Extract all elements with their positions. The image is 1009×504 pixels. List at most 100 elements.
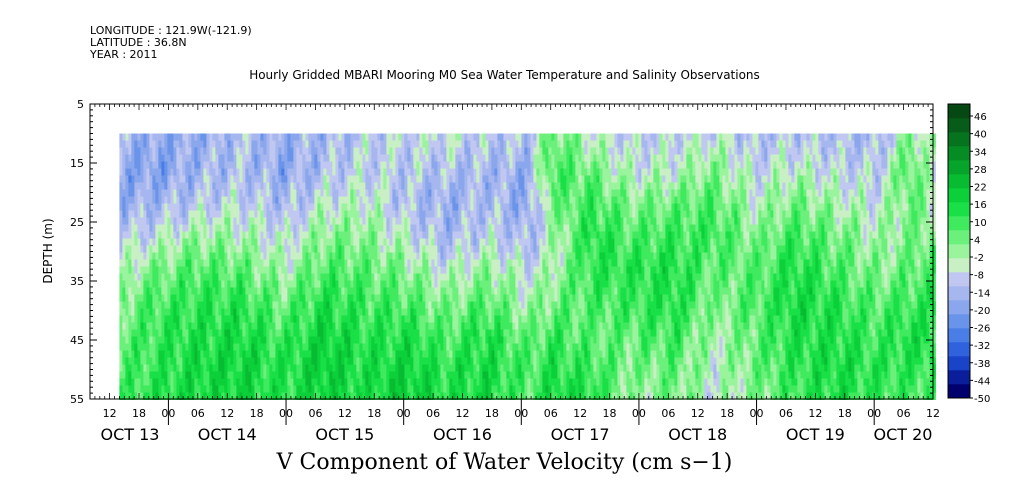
heatmap-cell	[290, 301, 294, 309]
heatmap-cell	[302, 371, 306, 379]
heatmap-cell	[458, 217, 462, 225]
heatmap-cell	[458, 350, 462, 358]
heatmap-cell	[425, 385, 429, 393]
heatmap-cell	[125, 301, 129, 309]
heatmap-cell	[353, 350, 357, 358]
heatmap-cell	[338, 322, 342, 330]
heatmap-cell	[179, 280, 183, 288]
heatmap-cell	[461, 168, 465, 176]
heatmap-cell	[218, 245, 222, 253]
heatmap-cell	[305, 238, 309, 246]
heatmap-cell	[254, 287, 258, 295]
heatmap-cell	[452, 301, 456, 309]
heatmap-cell	[209, 280, 213, 288]
heatmap-cell	[257, 315, 261, 323]
heatmap-cell	[452, 203, 456, 211]
heatmap-cell	[476, 371, 480, 379]
heatmap-cell	[311, 147, 315, 155]
heatmap-cell	[329, 238, 333, 246]
heatmap-cell	[122, 175, 126, 183]
heatmap-cell	[185, 168, 189, 176]
heatmap-cell	[236, 154, 240, 162]
heatmap-cell	[374, 385, 378, 393]
heatmap-cell	[419, 154, 423, 162]
heatmap-cell	[200, 203, 204, 211]
heatmap-cell	[485, 343, 489, 351]
heatmap-cell	[356, 189, 360, 197]
heatmap-cell	[506, 252, 510, 260]
heatmap-cell	[185, 259, 189, 267]
heatmap-cell	[194, 245, 198, 253]
heatmap-cell	[182, 224, 186, 232]
heatmap-cell	[218, 280, 222, 288]
heatmap-cell	[155, 196, 159, 204]
heatmap-cell	[401, 378, 405, 386]
heatmap-cell	[395, 315, 399, 323]
heatmap-cell	[398, 343, 402, 351]
heatmap-cell	[359, 315, 363, 323]
heatmap-cell	[503, 189, 507, 197]
heatmap-cell	[374, 252, 378, 260]
heatmap-cell	[191, 350, 195, 358]
heatmap-cell	[365, 364, 369, 372]
heatmap-cell	[293, 252, 297, 260]
heatmap-cell	[209, 315, 213, 323]
heatmap-cell	[431, 161, 435, 169]
heatmap-cell	[503, 203, 507, 211]
heatmap-cell	[215, 343, 219, 351]
heatmap-cell	[494, 350, 498, 358]
heatmap-cell	[140, 308, 144, 316]
heatmap-cell	[413, 238, 417, 246]
heatmap-cell	[188, 392, 192, 400]
heatmap-cell	[290, 147, 294, 155]
heatmap-cell	[320, 168, 324, 176]
heatmap-cell	[401, 168, 405, 176]
heatmap-cell	[209, 392, 213, 400]
heatmap-cell	[155, 140, 159, 148]
heatmap-cell	[383, 329, 387, 337]
heatmap-cell	[146, 154, 150, 162]
heatmap-cell	[149, 392, 153, 400]
heatmap-cell	[212, 280, 216, 288]
heatmap-cell	[377, 336, 381, 344]
heatmap-cell	[257, 364, 261, 372]
heatmap-cell	[167, 168, 171, 176]
heatmap-cell	[308, 266, 312, 274]
heatmap-cell	[359, 252, 363, 260]
heatmap-cell	[209, 329, 213, 337]
heatmap-cell	[131, 252, 135, 260]
heatmap-cell	[404, 189, 408, 197]
heatmap-cell	[494, 266, 498, 274]
heatmap-cell	[497, 189, 501, 197]
heatmap-cell	[209, 231, 213, 239]
heatmap-cell	[419, 224, 423, 232]
heatmap-cell	[299, 343, 303, 351]
heatmap-cell	[368, 154, 372, 162]
heatmap-cell	[443, 336, 447, 344]
heatmap-cell	[335, 343, 339, 351]
heatmap-cell	[308, 364, 312, 372]
heatmap-cell	[335, 392, 339, 400]
heatmap-cell	[257, 147, 261, 155]
heatmap-cell	[329, 231, 333, 239]
heatmap-cell	[455, 133, 459, 141]
heatmap-cell	[455, 371, 459, 379]
heatmap-cell	[494, 329, 498, 337]
heatmap-cell	[419, 301, 423, 309]
heatmap-cell	[356, 343, 360, 351]
heatmap-cell	[479, 161, 483, 169]
heatmap-cell	[464, 287, 468, 295]
heatmap-cell	[323, 385, 327, 393]
heatmap-cell	[119, 287, 123, 295]
heatmap-cell	[245, 175, 249, 183]
heatmap-cell	[302, 231, 306, 239]
heatmap-cell	[305, 231, 309, 239]
heatmap-cell	[155, 315, 159, 323]
heatmap-cell	[290, 231, 294, 239]
heatmap-cell	[233, 315, 237, 323]
heatmap-cell	[476, 217, 480, 225]
heatmap-cell	[506, 343, 510, 351]
heatmap-cell	[158, 231, 162, 239]
heatmap-cell	[464, 259, 468, 267]
heatmap-cell	[305, 301, 309, 309]
